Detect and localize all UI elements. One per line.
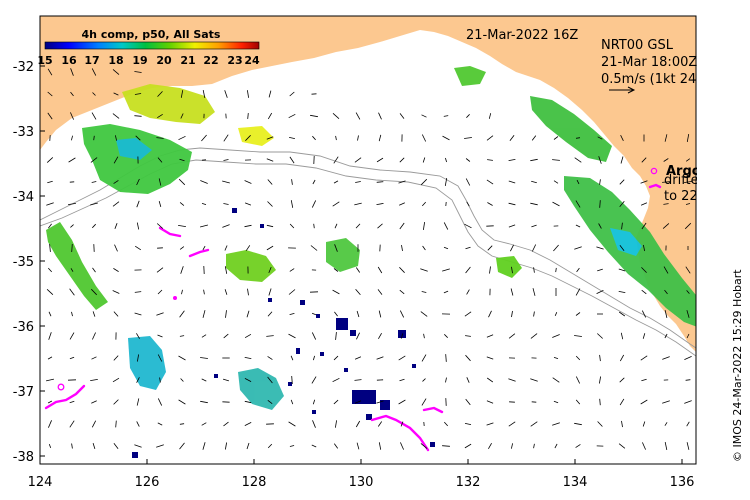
lon-tick-label: 126 — [135, 475, 160, 490]
current-product-label: NRT00 GSL — [601, 38, 674, 53]
lat-tick-label: -38 — [13, 450, 34, 465]
lon-tick-label: 132 — [456, 475, 481, 490]
colorbar-tick-label: 22 — [203, 54, 218, 67]
colorbar-tick-label: 17 — [84, 54, 99, 67]
colorbar-gradient — [45, 42, 259, 49]
lon-tick-label: 136 — [670, 475, 695, 490]
lat-tick-label: -32 — [13, 60, 34, 75]
current-time-label: 21-Mar 18:00Z — [601, 55, 697, 70]
colorbar-title: 4h comp, p50, All Sats — [82, 28, 221, 41]
colorbar-tick-label: 16 — [61, 54, 77, 67]
lon-tick-label: 124 — [28, 475, 53, 490]
colorbar-tick-label: 18 — [108, 54, 123, 67]
lon-tick-label: 130 — [349, 475, 374, 490]
colorbar-tick-label: 20 — [156, 54, 172, 67]
colorbar-tick-label: 15 — [37, 54, 52, 67]
colorbar-tick-label: 21 — [180, 54, 195, 67]
lon-tick-label: 134 — [563, 475, 588, 490]
colorbar-tick-label: 19 — [132, 54, 147, 67]
date-label: 21-Mar-2022 16Z — [466, 28, 578, 43]
lat-tick-label: -34 — [13, 190, 34, 205]
colorbar-tick-label: 23 — [227, 54, 242, 67]
lon-tick-label: 128 — [242, 475, 267, 490]
imos-credit: © IMOS 24-Mar-2022 15:29 Hobart — [731, 269, 744, 462]
lat-tick-label: -33 — [13, 125, 34, 140]
lat-tick-label: -35 — [13, 255, 34, 270]
lon-tick-labels: 124 126 128 130 132 134 136 — [28, 475, 695, 490]
lat-tick-labels: -32 -33 -34 -35 -36 -37 -38 — [13, 60, 34, 465]
drifter-marker — [173, 296, 177, 300]
colorbar-tick-label: 24 — [244, 54, 260, 67]
scale-label: 0.5m/s (1kt 24h) — [601, 72, 710, 87]
lat-tick-label: -37 — [13, 385, 34, 400]
lat-tick-label: -36 — [13, 320, 34, 335]
